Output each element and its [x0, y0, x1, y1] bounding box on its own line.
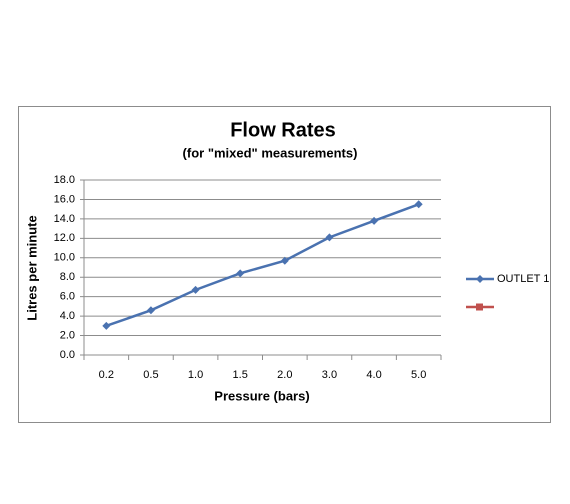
data-point — [414, 200, 423, 209]
x-tick-label: 2.0 — [277, 369, 292, 381]
y-tick-label: 14.0 — [54, 213, 75, 225]
y-axis-label: Litres per minute — [24, 215, 39, 320]
series-line — [105, 203, 420, 328]
x-tick-label: 5.0 — [411, 369, 426, 381]
data-point — [370, 216, 379, 225]
y-tick-label: 4.0 — [60, 310, 75, 322]
data-point — [280, 256, 289, 265]
x-tick-label: 0.5 — [143, 369, 158, 381]
y-tick-label: 6.0 — [60, 291, 75, 303]
x-tick-label: 0.2 — [99, 369, 114, 381]
y-tick-label: 12.0 — [54, 232, 75, 244]
y-tick-label: 2.0 — [60, 329, 75, 341]
chart-title: Flow Rates — [230, 119, 336, 141]
chart-frame — [18, 106, 551, 423]
data-point — [325, 233, 334, 242]
x-tick-label: 1.5 — [233, 369, 248, 381]
data-point — [102, 321, 111, 330]
x-axis-label: Pressure (bars) — [214, 388, 309, 403]
data-point — [146, 306, 155, 315]
y-tick-label: 18.0 — [54, 174, 75, 186]
data-point — [236, 269, 245, 278]
legend-marker — [476, 275, 484, 283]
y-tick-label: 8.0 — [60, 271, 75, 283]
x-tick-label: 1.0 — [188, 369, 203, 381]
legend-marker — [476, 303, 483, 311]
y-tick-label: 0.0 — [60, 349, 75, 361]
y-tick-label: 16.0 — [54, 193, 75, 205]
chart-subtitle: (for "mixed" measurements) — [183, 145, 358, 160]
x-tick-label: 4.0 — [366, 369, 381, 381]
data-point — [191, 285, 200, 294]
legend-label: OUTLET 1 — [497, 273, 549, 285]
x-tick-label: 3.0 — [322, 369, 337, 381]
y-tick-label: 10.0 — [54, 252, 75, 264]
